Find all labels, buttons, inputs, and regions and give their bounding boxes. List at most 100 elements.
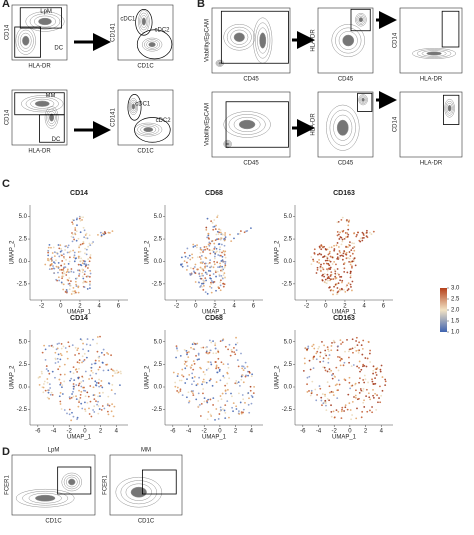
cell-point [82, 389, 85, 392]
cell-point [219, 246, 221, 249]
cell-point [238, 413, 241, 415]
cell-point [45, 365, 48, 367]
cell-point [183, 251, 186, 254]
cell-point [59, 250, 62, 253]
cell-point [322, 402, 325, 405]
y-tick-label: 2.5 [154, 237, 163, 243]
cell-point [213, 263, 216, 266]
cell-point [68, 256, 71, 259]
cell-point [85, 253, 88, 256]
cell-point [199, 247, 202, 249]
cell-point [198, 358, 200, 361]
cell-point [204, 248, 207, 251]
cell-point [316, 266, 319, 269]
cell-point [345, 257, 348, 260]
cell-point [347, 257, 349, 259]
cell-point [375, 374, 378, 376]
x-tick-label: -6 [35, 429, 41, 435]
cell-point [192, 368, 195, 371]
cell-point [187, 401, 190, 404]
cell-point [355, 417, 358, 420]
y-axis-label: UMAP_2 [10, 365, 16, 390]
contour [223, 139, 232, 149]
cell-point [347, 233, 350, 236]
cell-point [368, 352, 371, 355]
cell-point [196, 244, 198, 247]
cell-point [228, 343, 231, 346]
cell-point [322, 268, 325, 271]
cell-point [327, 253, 330, 256]
cell-point [50, 260, 53, 262]
gate [141, 469, 177, 495]
cell-point [207, 233, 210, 235]
cell-point [238, 410, 240, 413]
cell-point [202, 284, 205, 287]
contour [35, 494, 56, 502]
cell-point [346, 408, 349, 411]
cell-point [214, 361, 217, 363]
cell-point [235, 405, 238, 408]
cell-point [223, 409, 226, 412]
cell-point [210, 341, 213, 344]
cell-point [328, 286, 331, 289]
cell-point [216, 214, 219, 217]
cell-point [327, 361, 330, 364]
cell-point [204, 267, 206, 270]
cell-point [323, 245, 325, 248]
cell-point [58, 395, 61, 398]
cell-point [316, 261, 319, 263]
cell-point [66, 412, 68, 415]
cell-point [111, 403, 114, 406]
cell-point [338, 233, 340, 236]
cell-point [199, 415, 202, 417]
cell-point [67, 341, 70, 344]
cell-point [196, 383, 199, 385]
cell-point [192, 267, 195, 270]
contour [19, 32, 32, 49]
cell-point [374, 377, 376, 380]
x-tick-label: 4 [380, 429, 384, 435]
gate-label: DC [54, 45, 63, 51]
cell-point [202, 371, 205, 373]
cell-point [78, 361, 81, 364]
cell-point [353, 257, 356, 259]
cell-point [194, 272, 197, 275]
cell-point [189, 267, 192, 269]
cell-point [351, 266, 353, 269]
cell-point [201, 380, 204, 383]
cell-point [78, 399, 81, 402]
cell-point [236, 359, 239, 361]
cell-point [54, 376, 56, 379]
cell-point [85, 237, 87, 239]
x-tick-label: 0 [218, 429, 222, 435]
cell-point [371, 411, 374, 414]
cell-point [110, 410, 113, 413]
cell-point [82, 216, 84, 219]
cell-point [361, 410, 364, 413]
cell-point [337, 389, 339, 391]
cell-point [209, 252, 212, 255]
contour [421, 50, 447, 57]
cell-point [111, 374, 114, 377]
cell-point [191, 372, 194, 375]
cell-point [348, 381, 351, 384]
cell-point [227, 363, 229, 366]
cell-point [337, 410, 340, 413]
cell-point [346, 235, 349, 238]
cell-point [348, 402, 351, 405]
cell-point [176, 390, 179, 392]
cell-point [337, 345, 339, 348]
cell-point [362, 234, 365, 237]
cell-point [324, 349, 327, 352]
cell-point [216, 371, 219, 374]
cell-point [328, 252, 331, 255]
cell-point [85, 248, 88, 251]
cell-point [332, 289, 335, 292]
cell-point [58, 255, 61, 258]
cell-point [326, 248, 329, 251]
cell-point [99, 395, 101, 398]
cell-point [229, 233, 231, 236]
contour [34, 100, 50, 107]
cell-point [338, 273, 340, 276]
y-tick-label: -2.5 [17, 281, 28, 287]
